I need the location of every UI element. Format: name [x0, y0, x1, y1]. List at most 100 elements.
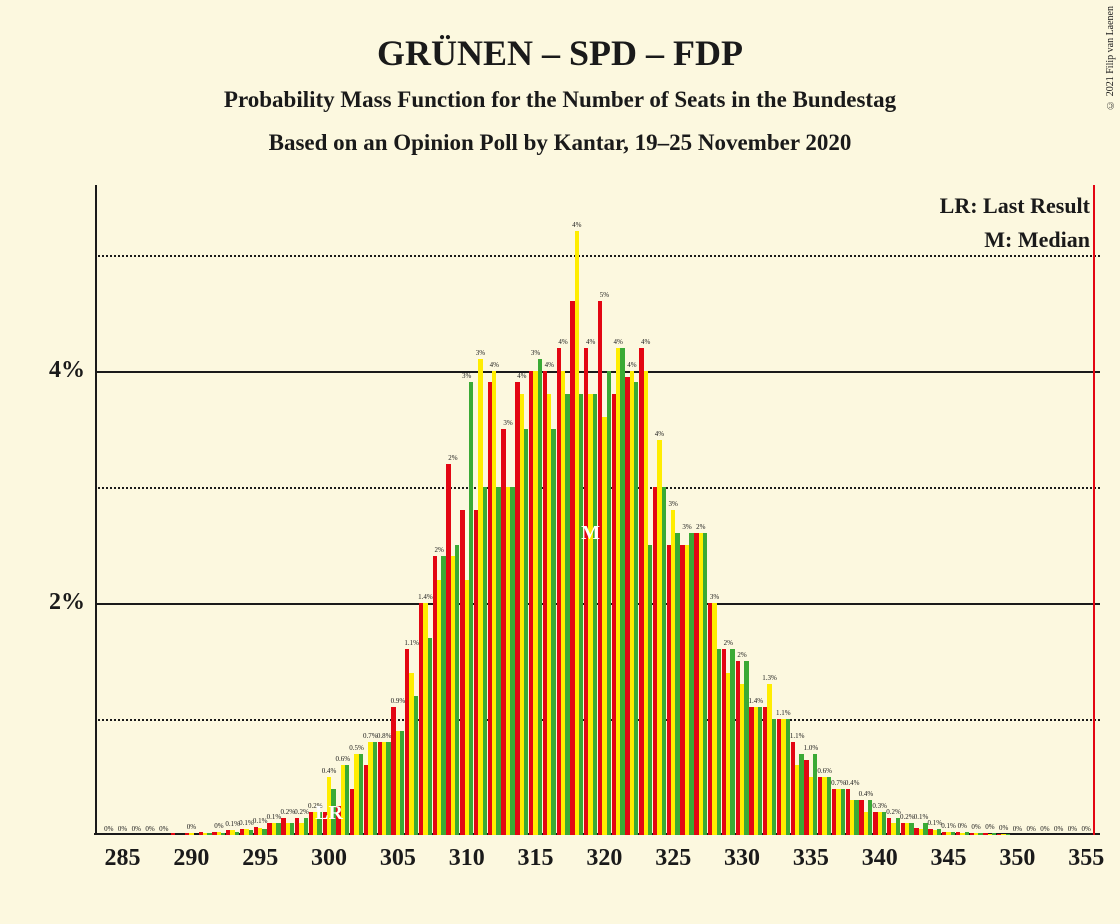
bar-green: [607, 371, 611, 835]
bar-value-label: 0.2%: [886, 808, 901, 816]
bar-green: [951, 832, 955, 835]
bar-green: [854, 800, 858, 835]
bar-green: [510, 487, 514, 835]
bar-value-label: 0%: [214, 822, 223, 830]
bar-value-label: 0.4%: [845, 779, 860, 787]
bar-green: [992, 833, 996, 835]
bar-value-label: 4%: [586, 338, 595, 346]
bar-value-label: 1.1%: [404, 639, 419, 647]
bar-value-label: 3%: [682, 523, 691, 531]
bar-value-label: 3%: [462, 372, 471, 380]
bar-value-label: 0.8%: [377, 732, 392, 740]
bar-value-label: 0%: [1040, 825, 1049, 833]
bar-green: [304, 818, 308, 835]
bar-green: [758, 707, 762, 835]
bar-value-label: 0.2%: [294, 808, 309, 816]
bar-green: [813, 754, 817, 835]
bar-green: [799, 754, 803, 835]
bar-value-label: 0.4%: [859, 790, 874, 798]
bar-value-label: 0.1%: [267, 813, 282, 821]
bar-value-label: 0%: [145, 825, 154, 833]
bar-value-label: 3%: [503, 419, 512, 427]
bar-green: [373, 742, 377, 835]
bar-value-label: 0.7%: [831, 779, 846, 787]
bar-green: [730, 649, 734, 835]
x-tick-label: 310: [437, 845, 497, 872]
bar-green: [1006, 834, 1010, 835]
bar-value-label: 0%: [1082, 825, 1091, 833]
bar-value-label: 0.1%: [253, 817, 268, 825]
bar-value-label: 0.7%: [363, 732, 378, 740]
bar-value-label: 1.1%: [776, 709, 791, 717]
bar-green: [937, 829, 941, 835]
bar-green: [249, 830, 253, 835]
bar-value-label: 2%: [696, 523, 705, 531]
chart-title: GRÜNEN – SPD – FDP: [0, 32, 1120, 74]
x-tick-label: 330: [712, 845, 772, 872]
bar-value-label: 2%: [435, 546, 444, 554]
bar-value-label: 0.1%: [239, 819, 254, 827]
bar-value-label: 1.1%: [790, 732, 805, 740]
bar-green: [538, 359, 542, 835]
x-tick-label: 340: [850, 845, 910, 872]
bar-value-label: 4%: [655, 430, 664, 438]
y-tick-label: 4%: [49, 357, 85, 384]
bar-value-label: 1.0%: [804, 744, 819, 752]
bar-value-label: 1.4%: [418, 593, 433, 601]
bar-green: [235, 832, 239, 835]
marker-median: M: [581, 522, 600, 545]
bar-value-label: 4%: [490, 361, 499, 369]
bar-value-label: 0%: [985, 823, 994, 831]
bar-green: [662, 487, 666, 835]
bar-value-label: 4%: [558, 338, 567, 346]
last-result-line: [1093, 185, 1095, 835]
bar-value-label: 0.1%: [225, 820, 240, 828]
legend-lr: LR: Last Result: [940, 193, 1090, 219]
bar-value-label: 3%: [710, 593, 719, 601]
bar-value-label: 0%: [999, 824, 1008, 832]
chart-plot-area: 0%0%0%0%0%0%0%0.1%0.1%0.1%0.1%0.2%0.2%0.…: [95, 185, 1100, 835]
bar-green: [703, 533, 707, 835]
bar-value-label: 0.2%: [900, 813, 915, 821]
x-tick-label: 335: [781, 845, 841, 872]
bar-value-label: 4%: [517, 372, 526, 380]
chart-subtitle-1: Probability Mass Function for the Number…: [0, 87, 1120, 113]
bar-green: [441, 556, 445, 835]
bar-green: [469, 382, 473, 835]
bar-value-label: 3%: [531, 349, 540, 357]
bar-green: [978, 833, 982, 835]
bar-green: [772, 719, 776, 835]
bar-value-label: 0%: [187, 823, 196, 831]
bar-green: [496, 487, 500, 835]
bar-value-label: 4%: [572, 221, 581, 229]
bar-green: [359, 754, 363, 835]
bar-green: [551, 429, 555, 835]
bar-green: [744, 661, 748, 835]
bar-value-label: 1.3%: [762, 674, 777, 682]
bar-value-label: 4%: [545, 361, 554, 369]
bar-value-label: 0.1%: [927, 819, 942, 827]
bar-green: [579, 394, 583, 835]
bar-green: [455, 545, 459, 835]
bar-green: [428, 638, 432, 835]
x-tick-label: 355: [1056, 845, 1116, 872]
bar-value-label: 1.4%: [749, 697, 764, 705]
bar-green: [689, 533, 693, 835]
bar-green: [414, 696, 418, 835]
bar-value-label: 0.4%: [322, 767, 337, 775]
bar-value-label: 0%: [1054, 825, 1063, 833]
bar-green: [221, 833, 225, 835]
x-tick-label: 290: [161, 845, 221, 872]
bar-value-label: 0.1%: [914, 813, 929, 821]
bar-green: [648, 545, 652, 835]
bar-value-label: 0.1%: [941, 822, 956, 830]
bar-value-label: 0%: [159, 825, 168, 833]
bar-value-label: 0%: [1026, 825, 1035, 833]
legend-m: M: Median: [984, 227, 1090, 253]
bar-value-label: 2%: [737, 651, 746, 659]
bar-value-label: 3%: [669, 500, 678, 508]
x-tick-label: 350: [987, 845, 1047, 872]
bar-value-label: 0%: [1013, 825, 1022, 833]
bar-value-label: 4%: [627, 361, 636, 369]
bar-value-label: 2%: [724, 639, 733, 647]
